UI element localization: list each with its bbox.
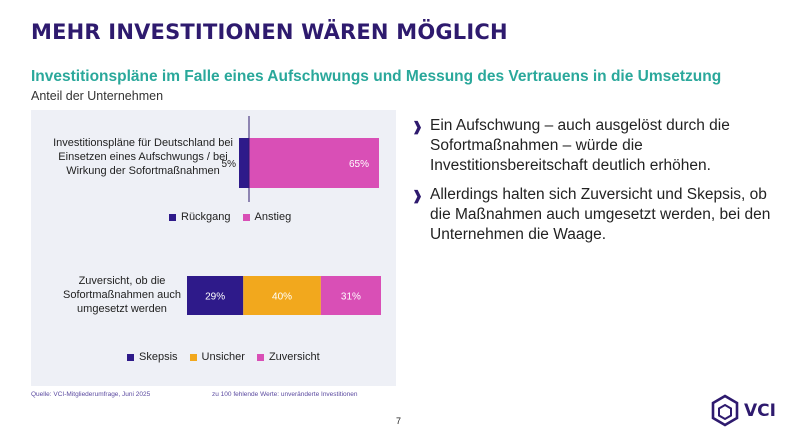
bullet-item: ❱ Allerdings halten sich Zuversicht und S… — [412, 185, 782, 245]
legend-swatch-rueckgang — [169, 213, 176, 221]
bar-zuversicht — [320, 276, 381, 315]
bullet-marker-icon: ❱ — [412, 119, 423, 134]
page-title: MEHR INVESTITIONEN WÄREN MÖGLICH — [31, 20, 508, 44]
data-label-skepsis: 29% — [205, 292, 225, 303]
chart1-legend: Rückgang Anstieg — [169, 211, 303, 223]
data-label-zuversicht: 31% — [341, 292, 361, 303]
bar-unsicher — [243, 276, 321, 315]
bullet-text: Ein Aufschwung – auch ausgelöst durch di… — [430, 117, 730, 174]
page-number: 7 — [396, 416, 402, 426]
legend-item-zuversicht: Zuversicht — [256, 351, 320, 363]
hexagon-logo-icon — [711, 394, 739, 427]
data-label-rueckgang: 5% — [222, 159, 237, 170]
bar-rueckgang — [239, 138, 249, 188]
legend-label-rueckgang: Rückgang — [181, 211, 231, 223]
legend-item-anstieg: Anstieg — [242, 211, 292, 223]
chart-canvas: 5% 65% 29% 40% 31% — [187, 116, 381, 315]
unit-label: Anteil der Unternehmen — [31, 89, 164, 103]
legend-label-skepsis: Skepsis — [139, 351, 178, 363]
chart-panel: 5% 65% 29% 40% 31% Investitionspläne für Deu… — [31, 110, 396, 386]
legend-label-anstieg: Anstieg — [254, 211, 292, 223]
legend-item-unsicher: Unsicher — [189, 351, 245, 363]
chart1-category-label: Investitionspläne für Deutschland bei Ei… — [53, 137, 233, 177]
legend-label-unsicher: Unsicher — [201, 351, 245, 363]
chart-subtitle: Investitionspläne im Falle eines Aufschw… — [31, 68, 722, 85]
missing-values-note: zu 100 fehlende Werte: unveränderte Inve… — [212, 391, 358, 398]
bullet-list: ❱ Ein Aufschwung – auch ausgelöst durch d… — [412, 116, 782, 254]
data-label-anstieg: 65% — [349, 159, 369, 170]
bullet-item: ❱ Ein Aufschwung – auch ausgelöst durch d… — [412, 116, 782, 176]
chart2-legend: Skepsis Unsicher Zuversicht — [127, 351, 332, 363]
bar-skepsis — [187, 276, 244, 315]
legend-item-skepsis: Skepsis — [127, 351, 178, 363]
legend-item-rueckgang: Rückgang — [169, 211, 231, 223]
chart2-category-label: Zuversicht, ob die Sofortmaßnahmen auch … — [62, 275, 181, 315]
data-label-unsicher: 40% — [272, 292, 292, 303]
legend-swatch-skepsis — [127, 353, 134, 361]
logo-text: VCI — [744, 401, 776, 421]
bar-anstieg — [249, 138, 379, 188]
vci-logo: VCI — [710, 394, 776, 428]
legend-swatch-unsicher — [189, 353, 197, 361]
legend-swatch-anstieg — [242, 213, 250, 221]
legend-label-zuversicht: Zuversicht — [268, 351, 320, 363]
bullet-text: Allerdings halten sich Zuversicht und Sk… — [430, 186, 771, 243]
legend-swatch-zuversicht — [256, 353, 264, 361]
source-note: Quelle: VCI-Mitgliederumfrage, Juni 2025 — [31, 391, 151, 398]
bullet-marker-icon: ❱ — [412, 188, 423, 203]
